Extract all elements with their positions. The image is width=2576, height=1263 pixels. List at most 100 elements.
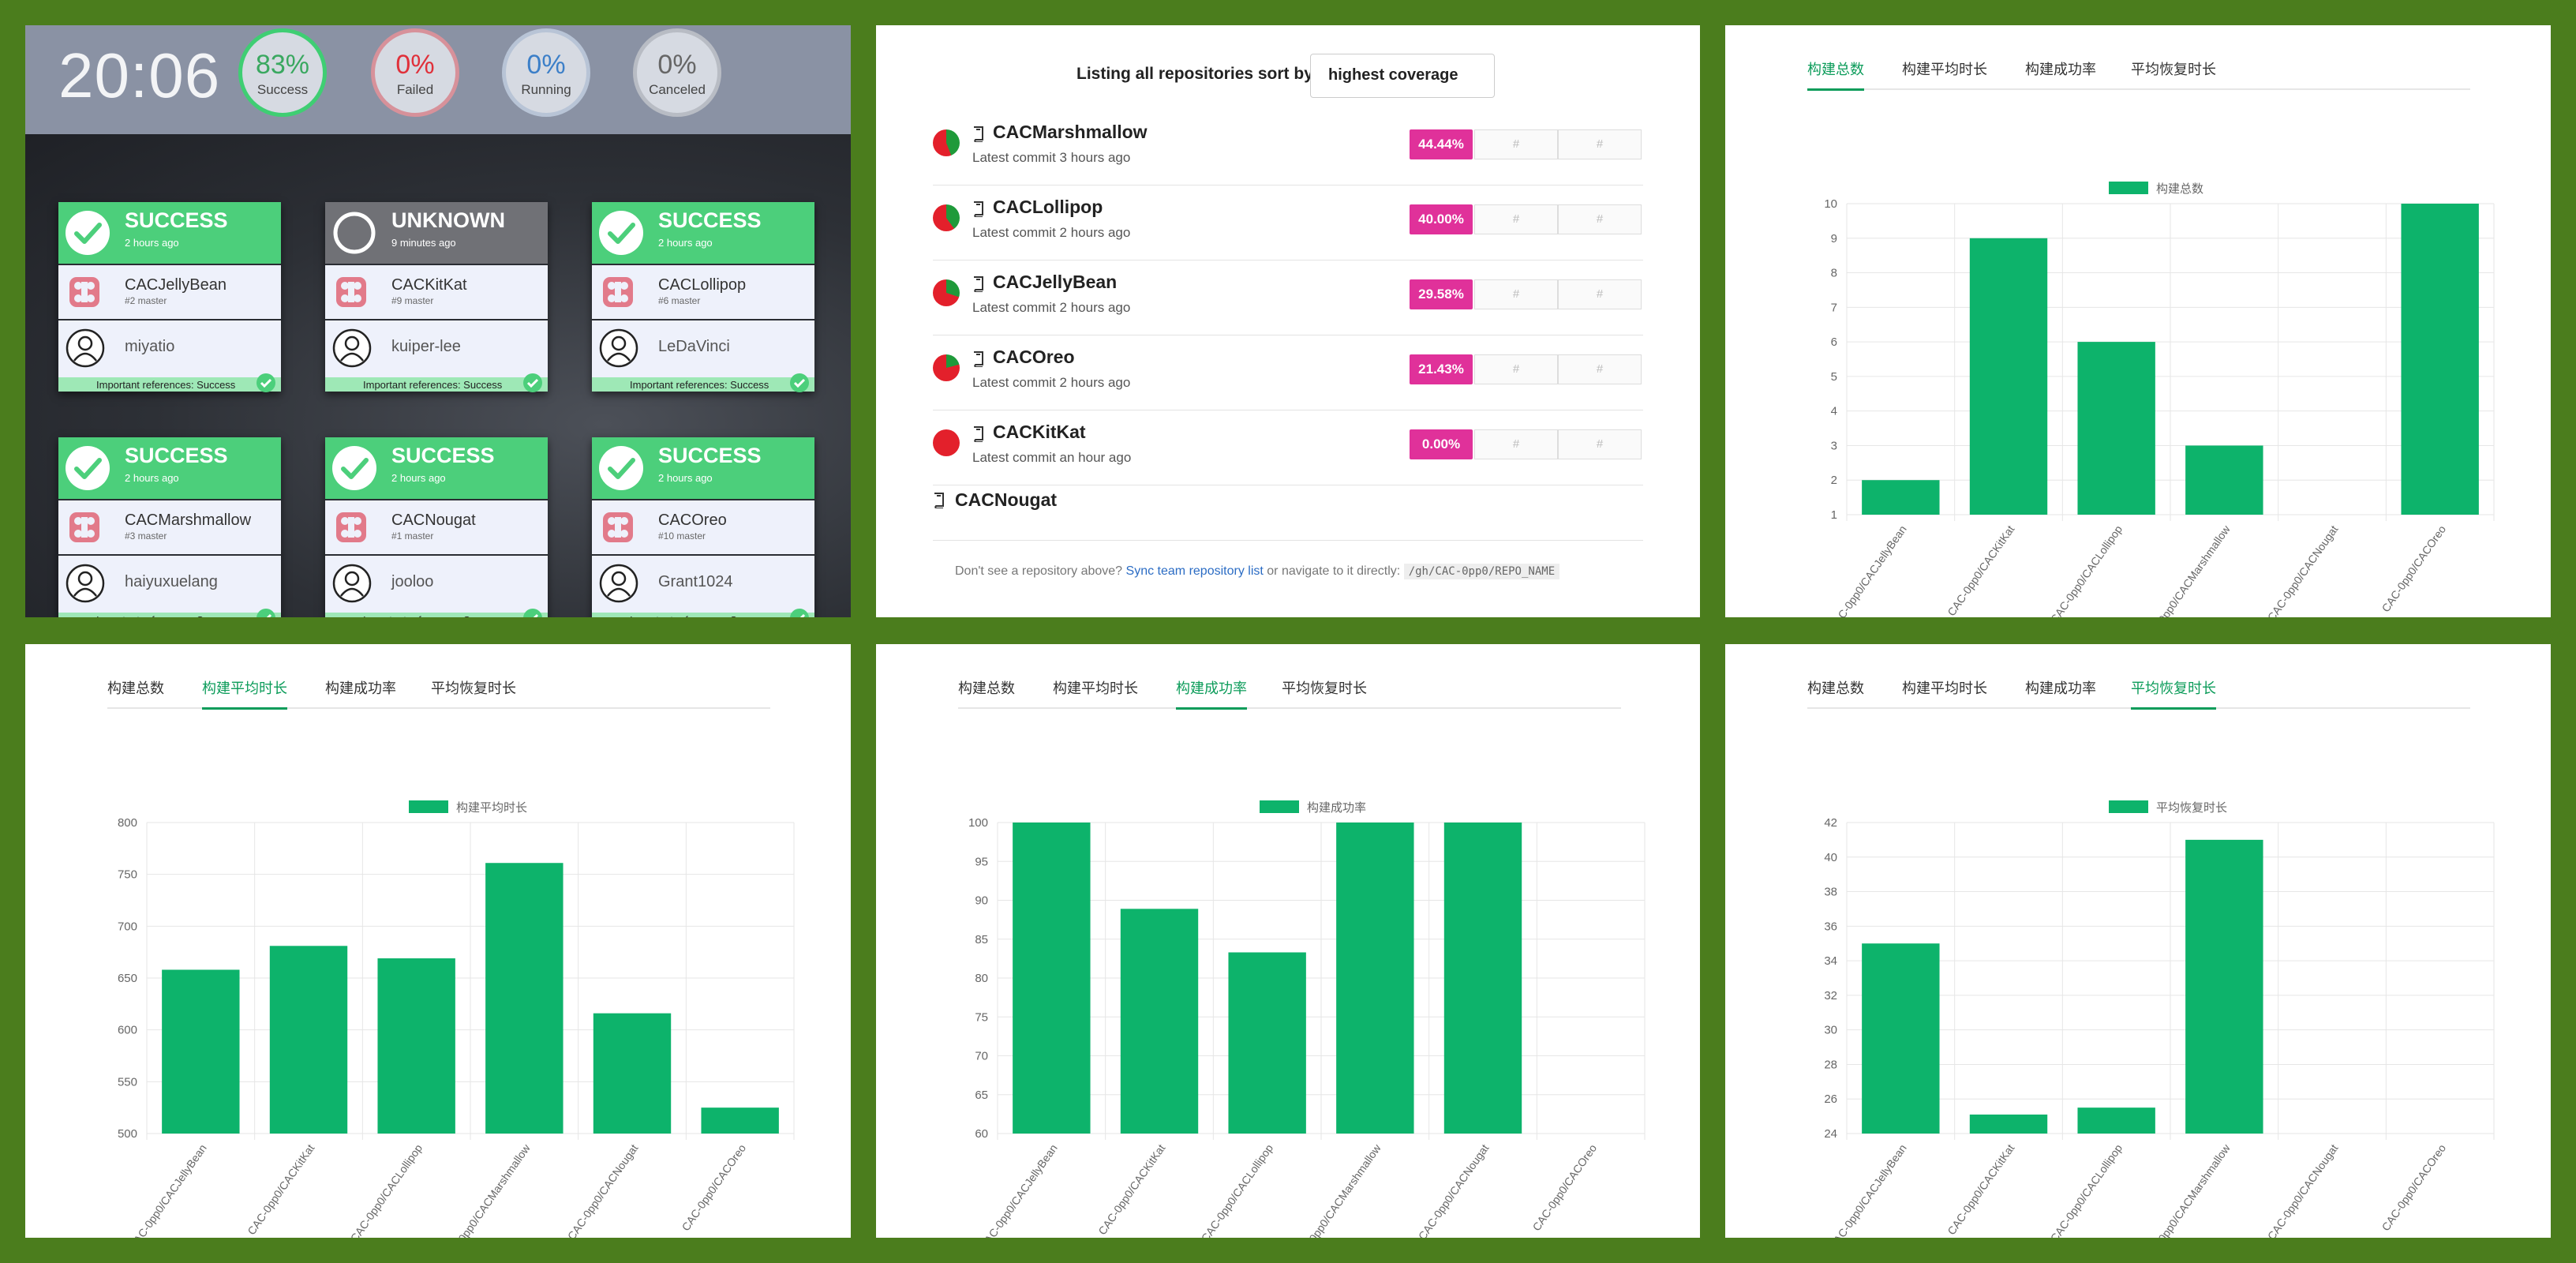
check-circle-icon xyxy=(599,446,643,490)
build-status-header: SUCCESS 2 hours ago xyxy=(325,437,548,499)
x-tick-label: CAC-0pp0/CACNougat xyxy=(2265,523,2341,617)
build-footer: Important references: Success xyxy=(58,373,281,392)
tab-3[interactable]: 平均恢复时长 xyxy=(2131,62,2216,77)
build-status-header: SUCCESS 2 hours ago xyxy=(592,202,814,264)
build-card[interactable]: SUCCESS 2 hours ago CACNougat #1 master jool… xyxy=(325,437,548,617)
sync-repo-link[interactable]: Sync team repository list xyxy=(1125,564,1264,578)
tab-1[interactable]: 构建平均时长 xyxy=(202,677,287,710)
y-tick-label: 550 xyxy=(118,1075,137,1089)
build-card[interactable]: SUCCESS 2 hours ago CACJellyBean #2 master m… xyxy=(58,202,281,392)
bar-1[interactable] xyxy=(1969,1114,2048,1134)
bar-4[interactable] xyxy=(1443,823,1522,1134)
build-card[interactable]: UNKNOWN 9 minutes ago CACKitKat #9 master ku… xyxy=(325,202,548,392)
bar-2[interactable] xyxy=(1228,952,1306,1134)
bar-0[interactable] xyxy=(1862,943,1940,1134)
repo-name[interactable]: CACNougat xyxy=(955,489,1058,510)
footer-mid: or navigate to it directly: xyxy=(1267,564,1401,578)
build-repo-name[interactable]: CACJellyBean xyxy=(125,276,227,294)
x-tick-label: CAC-0pp0/CACMarshmallow xyxy=(1291,1141,1384,1238)
build-card[interactable]: SUCCESS 2 hours ago CACLollipop #6 master Le… xyxy=(592,202,814,392)
repo-item[interactable]: CACMarshmallow Latest commit 3 hours ago 4… xyxy=(933,111,1643,186)
repo-name[interactable]: CACLollipop xyxy=(993,197,1103,217)
build-repo-name[interactable]: CACLollipop xyxy=(658,276,747,294)
build-user[interactable]: LeDaVinci xyxy=(658,338,730,355)
bar-5[interactable] xyxy=(701,1107,779,1134)
build-repo-name[interactable]: CACKitKat xyxy=(391,276,467,294)
stat-label: Success xyxy=(256,82,309,97)
repo-name[interactable]: CACOreo xyxy=(993,347,1075,367)
y-tick-label: 800 xyxy=(118,816,137,830)
bar-0[interactable] xyxy=(1013,823,1091,1134)
repo-item[interactable]: CACOreo Latest commit 2 hours ago 21.43% # # xyxy=(933,335,1643,410)
tab-0[interactable]: 构建总数 xyxy=(958,680,1015,696)
sort-label: Listing all repositories sort by xyxy=(1076,65,1313,83)
bar-3[interactable] xyxy=(2185,839,2263,1134)
tab-0[interactable]: 构建总数 xyxy=(1807,58,1864,91)
coverage-placeholder: # xyxy=(1558,279,1642,309)
tab-2[interactable]: 构建成功率 xyxy=(2025,62,2096,77)
tab-0[interactable]: 构建总数 xyxy=(1807,680,1864,696)
build-user[interactable]: kuiper-lee xyxy=(391,338,461,355)
x-tick-label: CAC-0pp0/CACJellyBean xyxy=(126,1142,209,1238)
y-tick-label: 36 xyxy=(1824,920,1837,933)
build-user[interactable]: Grant1024 xyxy=(658,573,733,590)
tab-1[interactable]: 构建平均时长 xyxy=(1902,62,1987,77)
build-card[interactable]: SUCCESS 2 hours ago CACOreo #10 master Grant… xyxy=(592,437,814,617)
bar-1[interactable] xyxy=(269,946,348,1134)
y-tick-label: 9 xyxy=(1831,232,1837,245)
check-circle-icon xyxy=(332,446,376,490)
y-tick-label: 700 xyxy=(118,920,137,933)
bar-0[interactable] xyxy=(1862,480,1940,515)
repo-item[interactable]: CACKitKat Latest commit an hour ago 0.00% #… xyxy=(933,410,1643,485)
tab-3[interactable]: 平均恢复时长 xyxy=(1282,680,1367,696)
check-circle-icon xyxy=(66,211,110,255)
build-repo-name[interactable]: CACMarshmallow xyxy=(125,512,252,529)
build-repo-row: CACOreo #10 master xyxy=(592,499,814,554)
sort-select[interactable]: highest coverage xyxy=(1310,54,1495,98)
repo-commit-time: Latest commit 3 hours ago xyxy=(972,150,1131,165)
build-card[interactable]: SUCCESS 2 hours ago CACMarshmallow #3 maste… xyxy=(58,437,281,617)
tab-2[interactable]: 构建成功率 xyxy=(325,680,396,696)
bar-5[interactable] xyxy=(2401,204,2479,515)
bar-2[interactable] xyxy=(2077,1107,2155,1134)
coverage-placeholder: # xyxy=(1558,429,1642,459)
bar-3[interactable] xyxy=(485,863,564,1134)
bar-3[interactable] xyxy=(1336,823,1414,1134)
chart-legend: 构建总数 xyxy=(2109,182,2203,196)
tab-3[interactable]: 平均恢复时长 xyxy=(431,680,516,696)
bar-4[interactable] xyxy=(593,1013,672,1134)
build-user[interactable]: jooloo xyxy=(391,573,434,590)
repo-item[interactable]: CACLollipop Latest commit 2 hours ago 40.0… xyxy=(933,186,1643,260)
small-check-icon xyxy=(256,373,275,392)
stat-failed: 0% Failed xyxy=(371,28,459,117)
bar-1[interactable] xyxy=(1120,909,1199,1134)
build-time: 2 hours ago xyxy=(125,237,179,249)
build-user[interactable]: miyatio xyxy=(125,338,175,355)
tab-3[interactable]: 平均恢复时长 xyxy=(2131,677,2216,710)
bar-0[interactable] xyxy=(162,969,240,1134)
tab-0[interactable]: 构建总数 xyxy=(107,680,164,696)
build-user[interactable]: haiyuxuelang xyxy=(125,573,218,590)
bar-1[interactable] xyxy=(1969,238,2048,515)
x-tick-label: CAC-0pp0/CACKitKat xyxy=(1945,523,2016,617)
x-tick-label: CAC-0pp0/CACMarshmallow xyxy=(2140,1141,2233,1238)
bar-2[interactable] xyxy=(377,958,455,1134)
repo-path-code: /gh/CAC-0pp0/REPO_NAME xyxy=(1403,564,1560,579)
tab-1[interactable]: 构建平均时长 xyxy=(1053,680,1138,696)
bar-2[interactable] xyxy=(2077,342,2155,515)
repo-name[interactable]: CACJellyBean xyxy=(993,272,1118,292)
repo-name[interactable]: CACMarshmallow xyxy=(993,122,1148,142)
build-repo-name[interactable]: CACNougat xyxy=(391,512,476,529)
x-tick-label: CAC-0pp0/CACLollipop xyxy=(1199,1141,1276,1238)
build-time: 2 hours ago xyxy=(391,472,446,484)
tab-2[interactable]: 构建成功率 xyxy=(2025,680,2096,696)
bar-3[interactable] xyxy=(2185,445,2263,515)
coverage-placeholder: # xyxy=(1474,279,1558,309)
y-tick-label: 40 xyxy=(1824,851,1837,864)
repo-item[interactable]: CACJellyBean Latest commit 2 hours ago 29.… xyxy=(933,260,1643,335)
tab-1[interactable]: 构建平均时长 xyxy=(1902,680,1987,696)
build-repo-name[interactable]: CACOreo xyxy=(658,512,727,529)
tab-2[interactable]: 构建成功率 xyxy=(1176,677,1247,710)
chart-tabs: 构建总数 构建平均时长 构建成功率 平均恢复时长 xyxy=(958,676,1700,710)
repo-name[interactable]: CACKitKat xyxy=(993,422,1086,442)
